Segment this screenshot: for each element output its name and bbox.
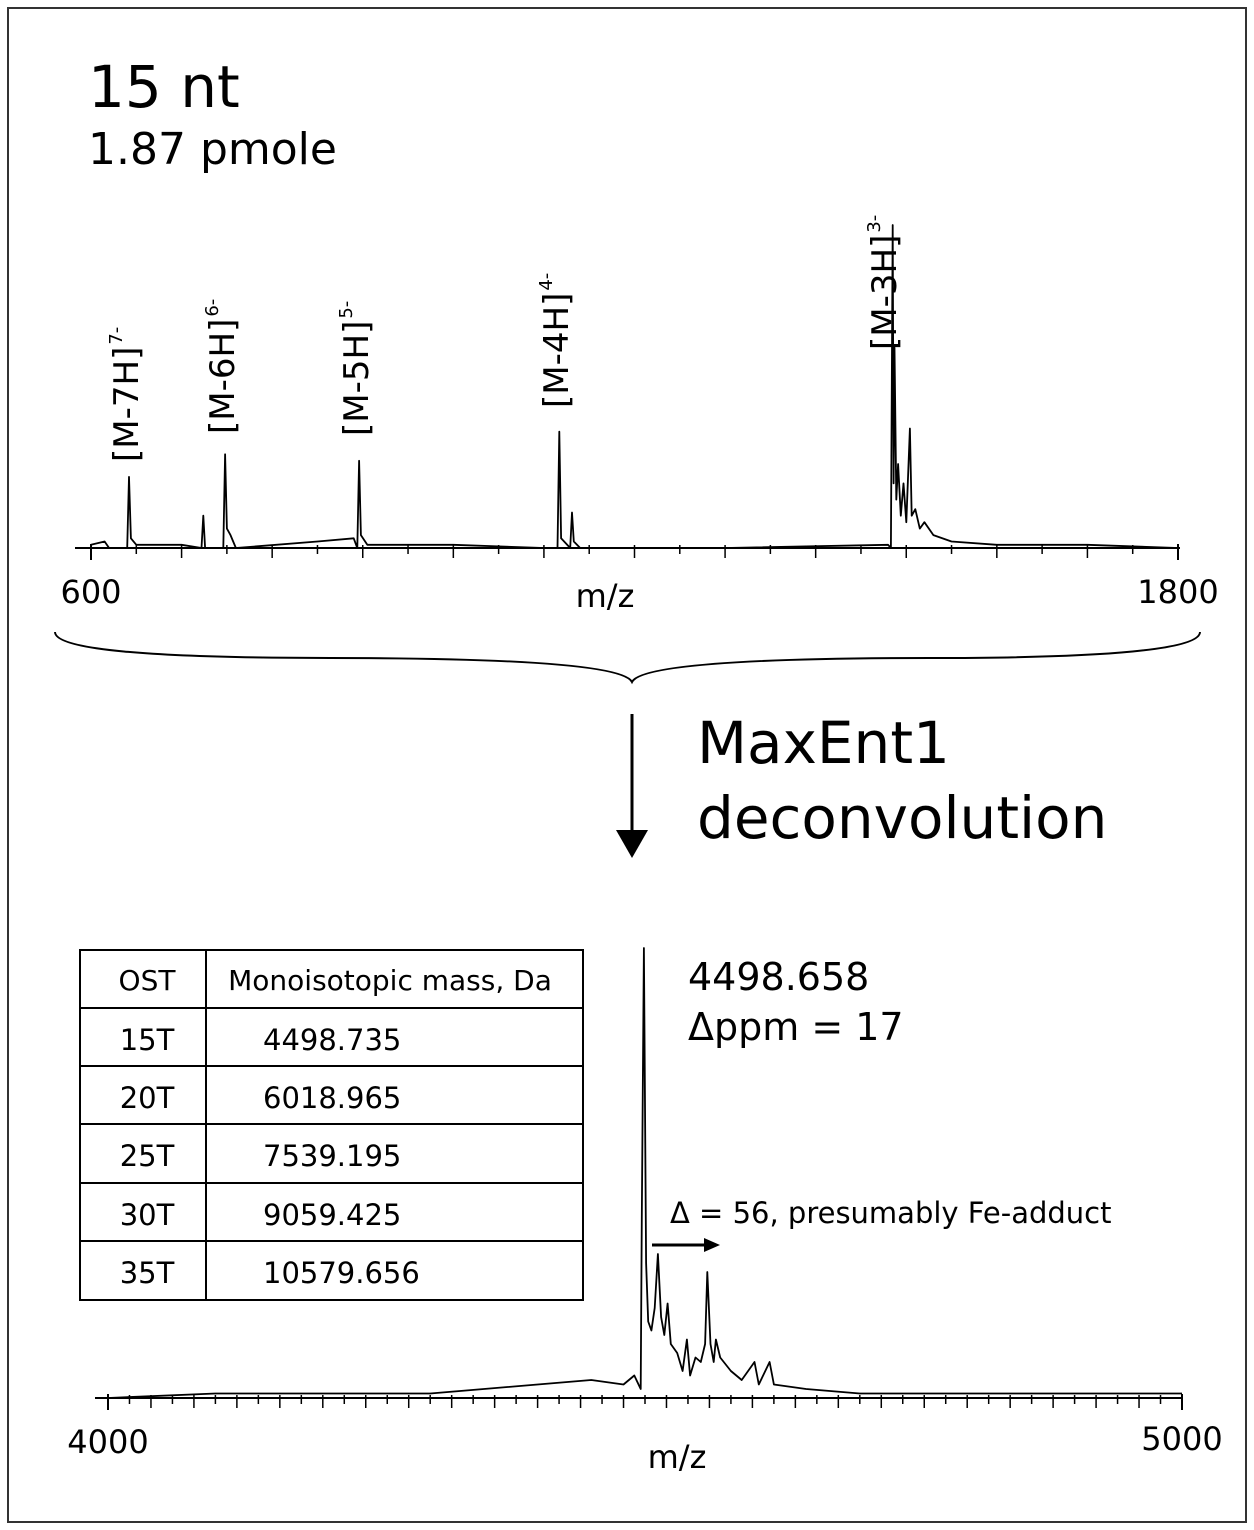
spectrum (107, 947, 1182, 1399)
table-cell: 6018.965 (263, 1081, 401, 1115)
peak-label: [M-7H] 7- (106, 327, 147, 462)
table-header: Monoisotopic mass, Da (228, 964, 552, 997)
peak-label-charge: 7- (106, 327, 127, 345)
table-cell: 30T (120, 1198, 175, 1232)
table-cell: 4498.735 (263, 1023, 401, 1057)
annotation: Δppm = 17 (688, 1005, 904, 1049)
peak-label-text: [M-4H] (537, 293, 577, 408)
peak-label-text: [M-5H] (337, 321, 377, 436)
table-cell: 20T (120, 1081, 175, 1115)
x-axis-label: m/z (648, 1438, 707, 1476)
table-cell: 9059.425 (263, 1198, 401, 1232)
peak-label-charge: 3- (864, 215, 885, 233)
peak-label: [M-5H] 5- (336, 301, 377, 436)
peak-label-charge: 4- (536, 273, 557, 291)
x-tick-label: 5000 (1141, 1420, 1222, 1458)
table-cell: 35T (120, 1256, 175, 1290)
shift-arrow-head (704, 1238, 720, 1252)
annotation: Δ = 56, presumably Fe-adduct (670, 1196, 1112, 1230)
peak-label-text: [M-6H] (203, 319, 243, 434)
x-tick-label: 4000 (67, 1423, 148, 1461)
x-tick-label: 600 (60, 573, 121, 611)
table-cell: 10579.656 (263, 1256, 420, 1290)
peak-label-text: [M-3H] (865, 235, 905, 350)
annotation: 4498.658 (688, 955, 869, 999)
table-cell: 7539.195 (263, 1139, 401, 1173)
table-header: OST (119, 964, 177, 997)
subtitle: 1.87 pmole (88, 124, 337, 175)
frame (7, 7, 1247, 1523)
spectrum (90, 224, 1179, 549)
peak-label-charge: 5- (336, 301, 357, 319)
peak-label: [M-6H] 6- (202, 299, 243, 434)
table-cell: 25T (120, 1139, 175, 1173)
peak-label-text: [M-7H] (107, 347, 147, 462)
peak-label: [M-3H] 3- (864, 215, 905, 350)
step-label: MaxEnt1 (697, 709, 950, 777)
table-cell: 15T (120, 1023, 175, 1057)
mass-table: OST Monoisotopic mass, Da 15T 4498.735 20T 60… (79, 949, 584, 1301)
peak-label: [M-4H] 4- (536, 273, 577, 408)
x-tick-label: 1800 (1137, 573, 1218, 611)
title: 15 nt (88, 53, 240, 121)
step-label: deconvolution (697, 784, 1107, 852)
brace (54, 631, 1201, 685)
x-axis-label: m/z (576, 577, 635, 615)
arrow-head (616, 830, 648, 858)
peak-label-charge: 6- (202, 299, 223, 317)
